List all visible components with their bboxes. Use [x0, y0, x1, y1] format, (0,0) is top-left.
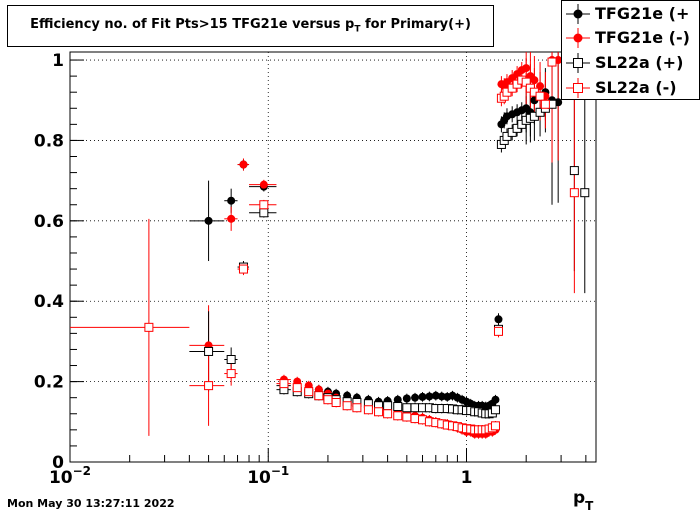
data-point	[342, 401, 352, 411]
tick-marks	[69, 59, 587, 463]
data-point	[383, 401, 393, 411]
data-point	[491, 395, 500, 404]
data-point	[494, 315, 503, 324]
legend: TFG21e (+ TFG21e (-) SL22a (+) SL22a (-)	[561, 0, 700, 100]
data-point	[279, 379, 289, 389]
data-point	[418, 392, 427, 401]
axes	[69, 51, 597, 463]
data-point	[522, 64, 531, 73]
data-point	[540, 99, 550, 109]
legend-label: TFG21e (+	[595, 4, 690, 23]
data-point	[402, 412, 412, 422]
data-point	[304, 387, 314, 397]
data-point	[204, 381, 214, 391]
y-tick-label: 0.4	[34, 292, 64, 312]
data-point	[238, 264, 248, 274]
data-point	[393, 395, 402, 404]
data-point	[259, 200, 269, 210]
x-tick-label: 10−2	[49, 464, 91, 488]
chart-title: Efficiency no. of Fit Pts>15 TFG21e vers…	[7, 5, 494, 47]
y-tick-label: 1	[52, 51, 64, 71]
data-point	[383, 409, 393, 419]
x-tick-label: 1	[461, 468, 473, 488]
tick-labels: 0 0.2 0.4 0.6 0.8 1 10−2 10−1 1	[34, 51, 473, 488]
data-point	[410, 414, 420, 424]
data-point	[580, 188, 590, 198]
data-point	[393, 411, 403, 421]
legend-entry-sl22a-plus: SL22a (+)	[562, 51, 700, 75]
data-point	[227, 214, 236, 223]
data-point	[227, 196, 236, 205]
data-point	[535, 91, 545, 101]
y-tick-label: 0.8	[34, 131, 64, 151]
data-point	[239, 160, 248, 169]
data-point	[402, 394, 411, 403]
data-point	[374, 407, 384, 417]
timestamp: Mon May 30 13:27:11 2022	[7, 497, 175, 510]
data-point	[226, 355, 236, 364]
data-point	[490, 405, 500, 415]
data-point	[410, 403, 420, 413]
chart-title-tail: for Primary(+)	[360, 17, 471, 32]
legend-marker-icon	[573, 9, 583, 19]
legend-label: SL22a (-)	[595, 78, 677, 97]
y-tick-label: 0.6	[34, 212, 64, 232]
legend-marker-icon	[573, 83, 583, 93]
data-point	[411, 393, 420, 402]
data-point	[331, 398, 341, 408]
data-point	[226, 369, 236, 379]
legend-marker-icon	[573, 58, 583, 68]
legend-marker-icon	[573, 33, 583, 43]
y-tick-label: 0	[52, 453, 64, 473]
y-tick-label: 0.2	[34, 373, 64, 393]
data-point	[547, 57, 557, 67]
data-point	[493, 326, 503, 336]
data-point	[393, 402, 403, 412]
data-point	[530, 76, 539, 85]
data-point	[352, 403, 362, 413]
legend-label: TFG21e (-)	[595, 28, 690, 47]
data-point	[144, 322, 154, 332]
data-point	[490, 421, 500, 431]
x-axis-label-main: p	[573, 488, 585, 508]
data-point	[314, 391, 324, 401]
chart-title-main: Efficiency no. of Fit Pts>15 TFG21e vers…	[30, 17, 355, 32]
data-point	[569, 188, 579, 198]
legend-entry-tfg21e-minus: TFG21e (-)	[562, 26, 700, 50]
data-point	[204, 216, 213, 225]
chart-title-sub: T	[354, 24, 361, 35]
data-point	[204, 346, 214, 356]
x-axis-label: pT	[573, 488, 594, 513]
legend-entry-sl22a-minus: SL22a (-)	[562, 76, 700, 100]
data-point	[292, 383, 302, 393]
data-point	[259, 180, 268, 189]
data-point	[259, 208, 269, 218]
legend-label: SL22a (+)	[595, 53, 684, 72]
legend-entry-tfg21e-plus: TFG21e (+	[562, 2, 700, 26]
data-point	[431, 391, 440, 400]
data-point	[402, 403, 412, 413]
data-point	[425, 392, 434, 401]
plot-frame	[69, 51, 597, 463]
data-point	[363, 405, 373, 415]
data-point	[323, 395, 333, 405]
x-tick-label: 10−1	[247, 464, 289, 488]
x-axis-label-sub: T	[585, 499, 594, 513]
data-point	[569, 166, 579, 176]
data-markers	[144, 56, 590, 438]
error-bars	[70, 52, 587, 439]
